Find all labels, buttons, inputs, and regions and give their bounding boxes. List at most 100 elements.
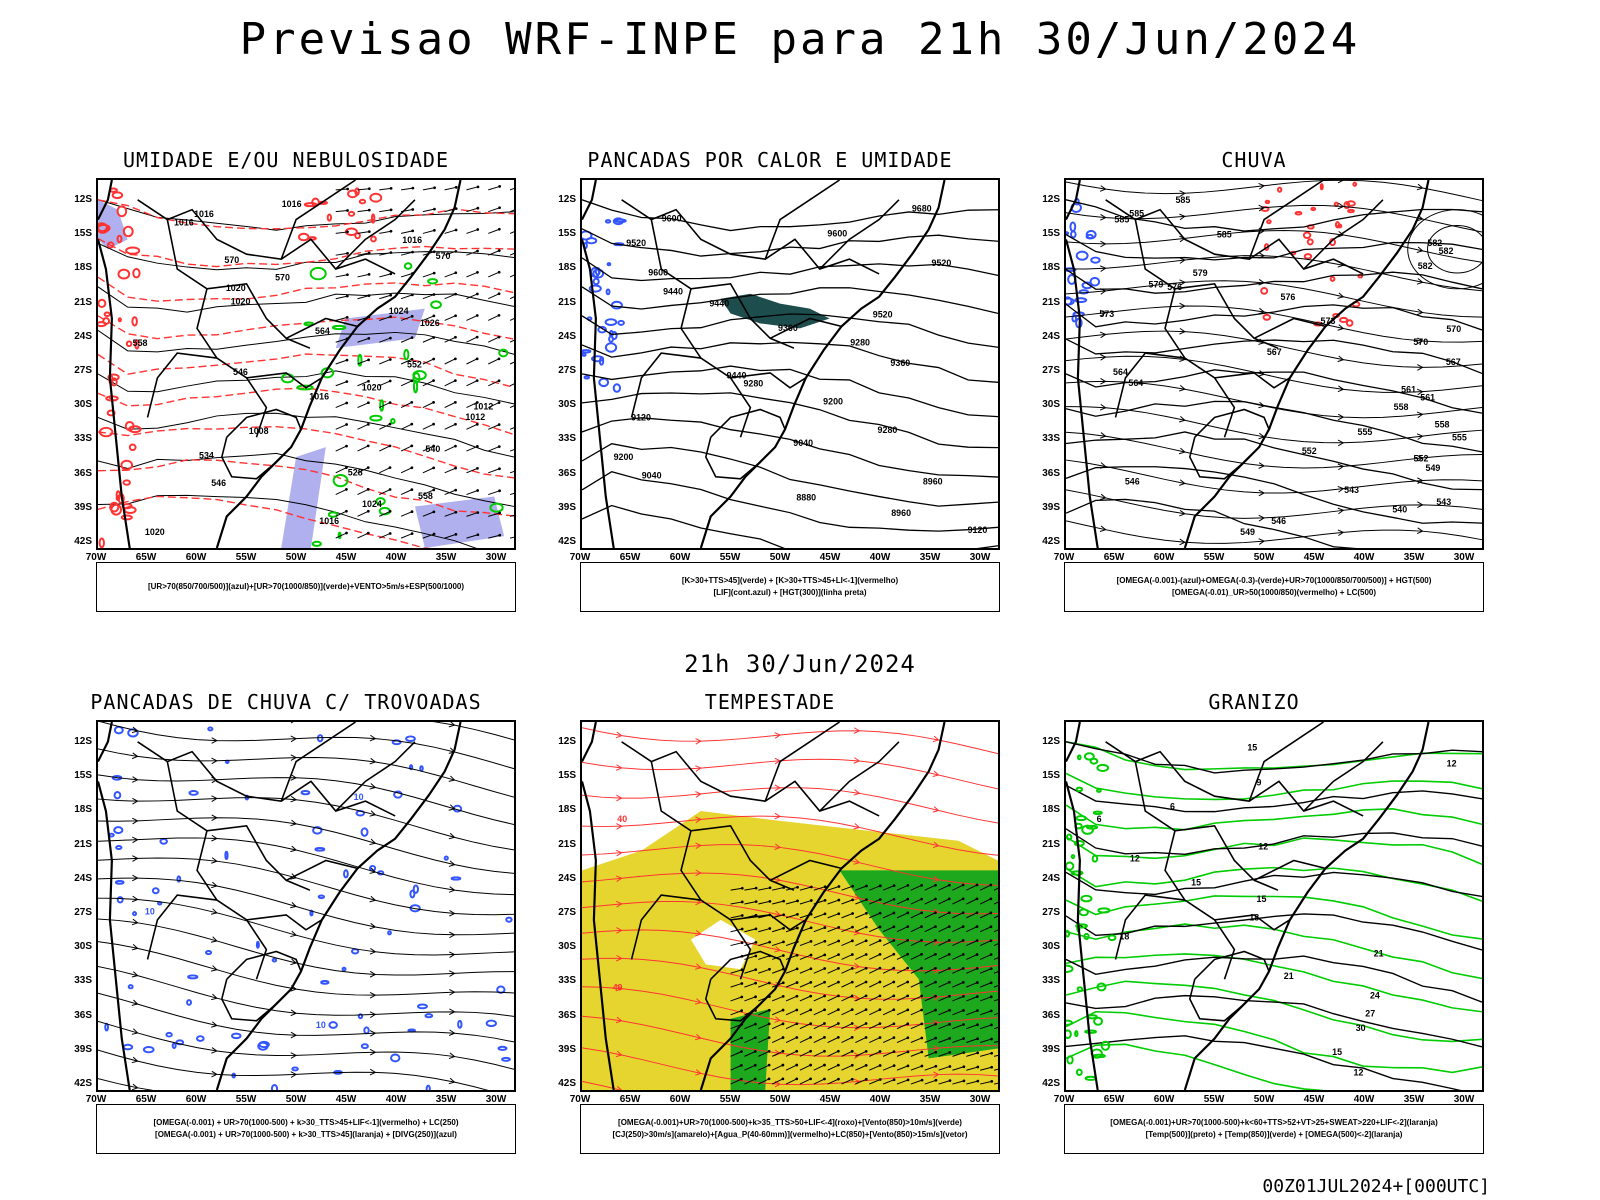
scatter-cell bbox=[1078, 908, 1089, 917]
wind-vector-head bbox=[366, 466, 370, 470]
wind-vector-head bbox=[878, 980, 882, 984]
wind-vector bbox=[979, 940, 992, 947]
wind-vector bbox=[744, 996, 756, 1002]
streamline-arrow bbox=[1179, 384, 1186, 392]
streamline-arrow bbox=[1337, 413, 1345, 421]
wind-vector-head bbox=[475, 357, 479, 361]
border-line bbox=[1253, 317, 1326, 339]
wind-vector-head bbox=[410, 336, 414, 340]
wind-vector-head bbox=[498, 511, 502, 515]
wind-vector bbox=[335, 424, 347, 430]
streamline-arrow bbox=[211, 814, 218, 821]
scatter-cell bbox=[403, 262, 413, 270]
streamline-arrow bbox=[132, 817, 139, 825]
wind-vector bbox=[758, 1064, 770, 1071]
wind-vector bbox=[827, 995, 839, 1002]
scatter-cell bbox=[312, 826, 323, 835]
wind-vector bbox=[980, 1052, 992, 1057]
wind-vector bbox=[813, 954, 825, 960]
wind-vector bbox=[827, 981, 839, 988]
wind-vector bbox=[813, 1078, 825, 1085]
streamline-arrow bbox=[1100, 354, 1107, 361]
wind-vector-head bbox=[934, 911, 937, 915]
contour-label: 528 bbox=[348, 468, 363, 478]
streamline-arrow bbox=[1178, 447, 1186, 455]
wind-vector bbox=[335, 252, 348, 256]
border-line bbox=[246, 914, 323, 931]
wind-vector-head bbox=[948, 1036, 952, 1040]
contour-line bbox=[582, 417, 998, 478]
streamline-arrow bbox=[853, 893, 861, 901]
wind-vector-head bbox=[739, 1077, 743, 1081]
contour-label: 564 bbox=[1113, 367, 1128, 377]
streamline bbox=[1066, 330, 1482, 368]
wind-vector bbox=[896, 1065, 909, 1071]
scatter-cell bbox=[1096, 763, 1110, 772]
wind-vector bbox=[758, 887, 771, 891]
scatter-cell bbox=[405, 735, 416, 742]
wind-vector bbox=[855, 995, 867, 1002]
border-line bbox=[769, 859, 842, 881]
lat-tick-label: 18S bbox=[74, 804, 92, 816]
wind-vector bbox=[400, 401, 412, 408]
contour-label: 585 bbox=[1217, 230, 1232, 240]
streamline-arrow bbox=[774, 732, 782, 739]
wind-vector bbox=[379, 187, 392, 191]
wind-vector bbox=[379, 445, 391, 452]
streamline bbox=[98, 817, 514, 874]
wind-vector-head bbox=[864, 1063, 868, 1067]
lat-tick-label: 15S bbox=[74, 770, 92, 782]
wind-vector-head bbox=[823, 1035, 826, 1039]
scatter-cell bbox=[585, 237, 598, 245]
streamline bbox=[1066, 255, 1482, 292]
streamline-arrow bbox=[853, 858, 861, 865]
wind-vector bbox=[466, 271, 478, 278]
wind-vector bbox=[993, 1082, 998, 1085]
streamline-arrow bbox=[1179, 190, 1186, 197]
scatter-cell bbox=[108, 832, 115, 838]
wind-vector bbox=[869, 899, 881, 905]
scatter-cell bbox=[98, 222, 108, 233]
streamline-arrow bbox=[290, 819, 298, 827]
wind-vector-head bbox=[367, 230, 371, 234]
wind-vector bbox=[488, 512, 500, 517]
scatter-cell bbox=[341, 966, 347, 972]
lon-tick-label: 30W bbox=[969, 552, 991, 563]
contour-label: 534 bbox=[199, 451, 214, 461]
contour-label: 570 bbox=[275, 273, 290, 283]
streamline-arrow bbox=[211, 1047, 218, 1054]
lat-tick-label: 36S bbox=[74, 1009, 92, 1021]
streamline-arrow bbox=[449, 910, 456, 917]
scatter-cell bbox=[1096, 788, 1102, 793]
wind-vector bbox=[444, 315, 456, 321]
wind-vector-head bbox=[823, 967, 827, 970]
contour-label: 573 bbox=[1321, 316, 1336, 326]
wind-vector bbox=[841, 885, 853, 891]
scatter-cell bbox=[1336, 223, 1343, 229]
scatter-cell bbox=[358, 198, 367, 205]
wind-vector bbox=[966, 1052, 978, 1057]
wind-vector-head bbox=[878, 925, 882, 929]
wind-vector bbox=[966, 1010, 978, 1016]
border-line bbox=[280, 722, 356, 802]
wind-vector bbox=[730, 1078, 742, 1085]
wind-vector-head bbox=[410, 314, 414, 318]
wind-vector bbox=[400, 445, 412, 452]
streamline-arrow bbox=[369, 1011, 377, 1019]
scatter-cell bbox=[132, 267, 141, 279]
scatter-cell bbox=[104, 1022, 109, 1032]
lat-tick-label: 42S bbox=[558, 1078, 576, 1089]
wind-vector bbox=[882, 967, 895, 974]
streamline-arrow bbox=[853, 962, 861, 970]
wind-vector bbox=[910, 939, 922, 947]
wind-vector-head bbox=[754, 900, 758, 904]
streamline-arrow bbox=[1258, 462, 1266, 469]
streamline-arrow bbox=[369, 867, 377, 874]
scatter-cell bbox=[1081, 281, 1093, 290]
map-canvas: 9680960096009520952096009440944095209360… bbox=[582, 180, 998, 548]
wind-vector bbox=[938, 1023, 950, 1030]
legend-line: [CJ(250)>30m/s](amarelo)+[Agua_P(40-60mm… bbox=[612, 1130, 968, 1139]
lat-tick-label: 30S bbox=[74, 941, 92, 953]
scatter-cell bbox=[142, 1045, 155, 1054]
streamline-arrow bbox=[932, 875, 940, 883]
